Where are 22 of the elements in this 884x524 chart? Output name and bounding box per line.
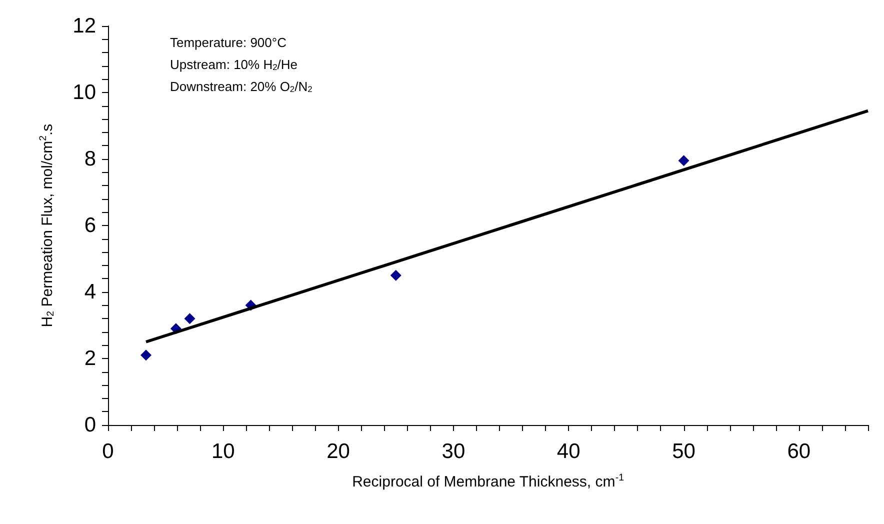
y-tick-label: 10 (72, 81, 96, 104)
x-tick-label: 40 (556, 440, 580, 463)
point (678, 155, 690, 166)
annotation: Temperature: 900°C (170, 35, 286, 50)
y-axis-title: H2 Permeation Flux, mol/cm2.s (38, 124, 56, 328)
x-tick-label: 30 (442, 440, 466, 463)
annotation: Downstream: 20% O2/N2 (170, 79, 313, 94)
x-tick-label: 20 (326, 440, 350, 463)
annotation: Upstream: 10% H2/He (170, 57, 298, 72)
y-tick-label: 2 (84, 347, 96, 370)
y-tick-label: 6 (84, 214, 96, 237)
point (390, 270, 402, 281)
point (140, 350, 152, 361)
x-tick-label: 0 (102, 440, 114, 463)
y-tick-label: 0 (84, 414, 96, 436)
x-tick-label: 50 (672, 440, 696, 463)
x-tick-label: 60 (787, 440, 811, 463)
point (184, 313, 196, 324)
y-tick-label: 4 (84, 280, 96, 304)
y-tick-label: 8 (84, 148, 96, 170)
x-tick-label: 10 (211, 440, 235, 463)
y-tick-label: 12 (72, 14, 96, 38)
